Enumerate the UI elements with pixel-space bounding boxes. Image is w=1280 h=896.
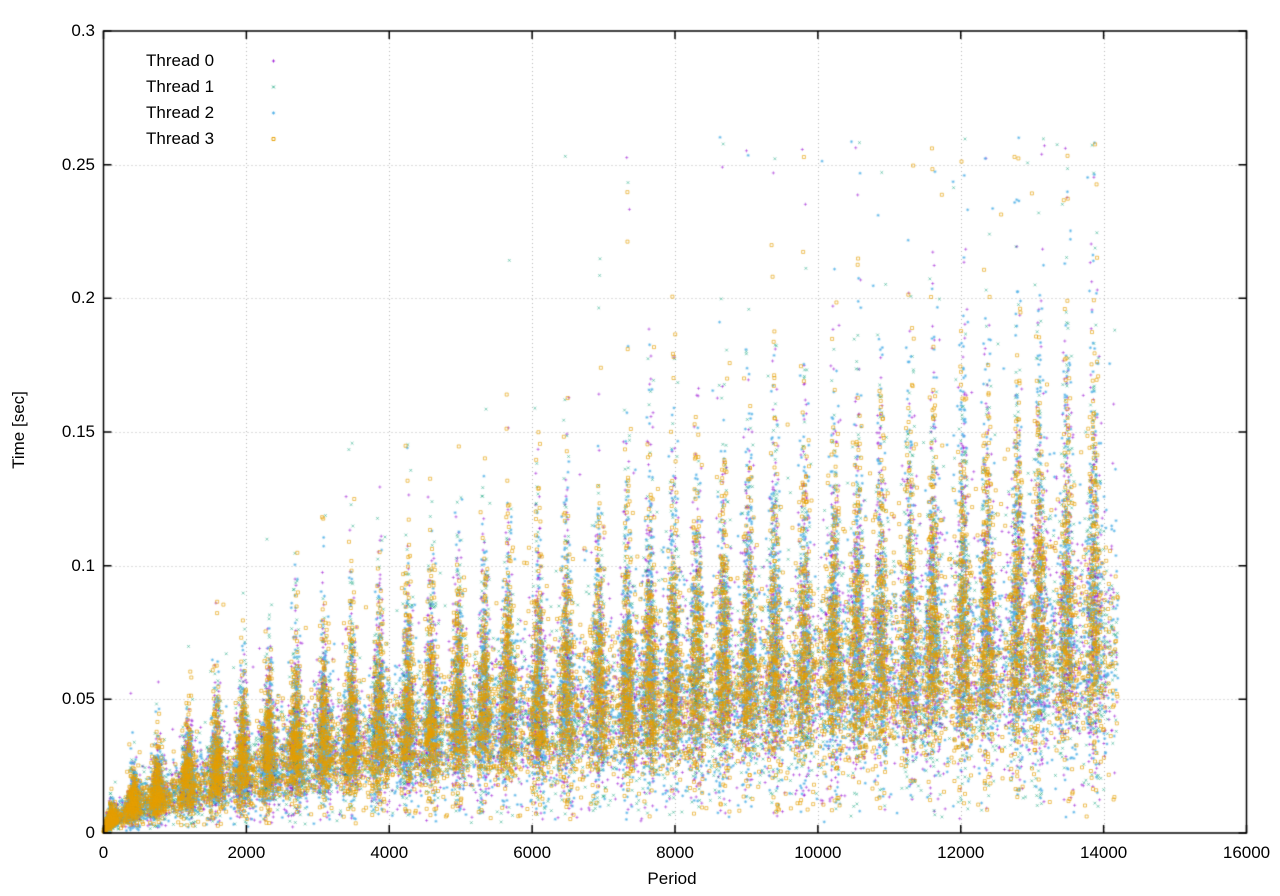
legend-item: Thread 1 [146,74,256,100]
y-tick-label: 0.3 [71,21,95,40]
x-tick-label: 4000 [370,843,409,862]
y-tick-label: 0.15 [61,422,95,441]
y-tick-label: 0.2 [71,288,95,308]
y-tick-label: 0.25 [61,154,95,174]
x-tick-label: 0 [98,843,109,862]
legend-item: Thread 2 [146,100,256,126]
x-tick-label: 14000 [1079,843,1128,862]
y-tick-label: 0 [85,823,95,842]
x-axis-title: Period [647,869,697,888]
legend-series-label: Thread 0 [146,51,215,70]
x-tick-label: 2000 [227,843,266,862]
legend-series-label: Thread 2 [146,103,215,122]
y-tick-label: 0.1 [71,555,95,575]
legend-item: Thread 0 [146,48,256,74]
x-tick-label: 12000 [937,843,985,862]
legend-series-label: Thread 1 [146,77,215,96]
x-tick-label: 10000 [794,843,842,862]
x-tick-label: 8000 [656,843,694,862]
legend-series-label: Thread 3 [146,129,215,148]
x-tick-label: 16000 [1222,843,1271,862]
legend-item: Thread 3 [146,126,256,152]
x-tick-label: 6000 [513,843,552,862]
y-tick-label: 0.05 [61,689,95,709]
